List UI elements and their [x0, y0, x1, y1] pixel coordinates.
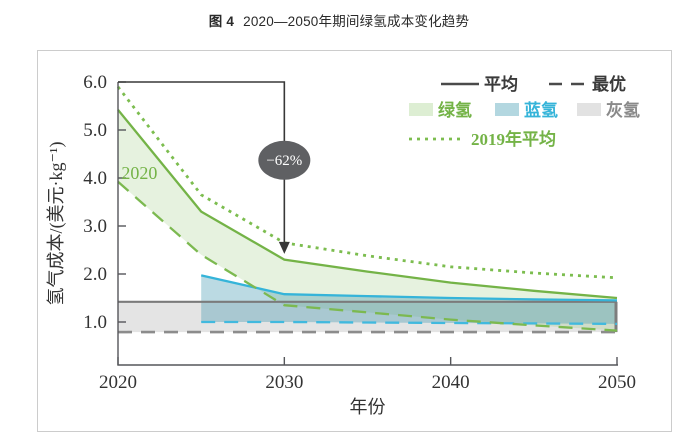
- legend-label-灰氢: 灰氢: [606, 100, 640, 120]
- series-line-绿氢-平均: [117, 109, 618, 300]
- x-tick-label: 2050: [598, 372, 636, 393]
- legend-label-2019年平均: 2019年平均: [471, 129, 556, 149]
- band-蓝氢: [201, 275, 617, 324]
- series-line-蓝氢-平均: [200, 274, 618, 302]
- y-tick-label: 4.0: [83, 168, 107, 189]
- x-tick-label: 2030: [265, 372, 303, 393]
- legend-label-平均: 平均: [484, 74, 518, 94]
- x-tick-label: 2040: [432, 372, 470, 393]
- y-tick-label: 5.0: [83, 120, 107, 141]
- annotation-label: −62%: [266, 153, 302, 169]
- figure-caption: 图 4 2020—2050年期间绿氢成本变化趋势: [0, 10, 678, 30]
- y-axis-title: 氢气成本/(美元·kg⁻¹): [46, 142, 67, 306]
- annotation-arrowhead: [278, 241, 290, 254]
- y-tick-label: 2.0: [83, 264, 107, 285]
- legend-label-最优: 最优: [592, 74, 626, 94]
- annotation-bubble: [258, 140, 311, 180]
- y-tick-label: 1.0: [83, 312, 107, 333]
- band-绿氢: [118, 109, 617, 331]
- legend-swatch-绿氢: [409, 103, 433, 116]
- y-tick-label: 3.0: [83, 216, 107, 237]
- x-axis-title: 年份: [350, 397, 386, 417]
- legend-swatch-蓝氢: [495, 103, 519, 116]
- annotation-bracket: [118, 81, 286, 243]
- inline-year-label: 2020: [121, 163, 157, 183]
- figure-caption-title: 2020—2050年期间绿氢成本变化趋势: [243, 14, 470, 29]
- legend-label-蓝氢: 蓝氢: [524, 100, 558, 120]
- series-line-2019年平均: [116, 85, 618, 280]
- chart-panel: [37, 50, 672, 432]
- figure-caption-number: 图 4: [208, 14, 235, 29]
- legend-swatch-灰氢: [577, 103, 601, 116]
- x-tick-label: 2020: [99, 372, 137, 393]
- series-line-蓝氢-最优: [201, 320, 618, 326]
- y-tick-label: 6.0: [83, 72, 107, 93]
- band-灰氢: [118, 301, 617, 333]
- legend-label-绿氢: 绿氢: [438, 100, 472, 120]
